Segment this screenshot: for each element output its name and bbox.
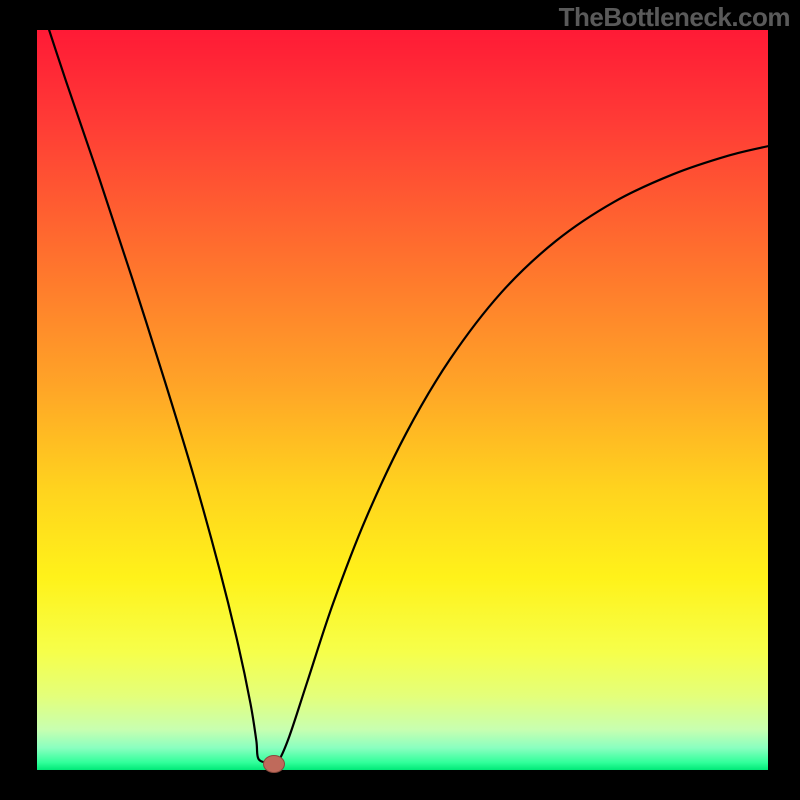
bottleneck-curve [37, 30, 768, 764]
plot-area [37, 30, 768, 770]
watermark-text: TheBottleneck.com [559, 2, 790, 33]
optimal-point-marker [263, 755, 285, 773]
bottleneck-curve-svg [37, 30, 768, 770]
